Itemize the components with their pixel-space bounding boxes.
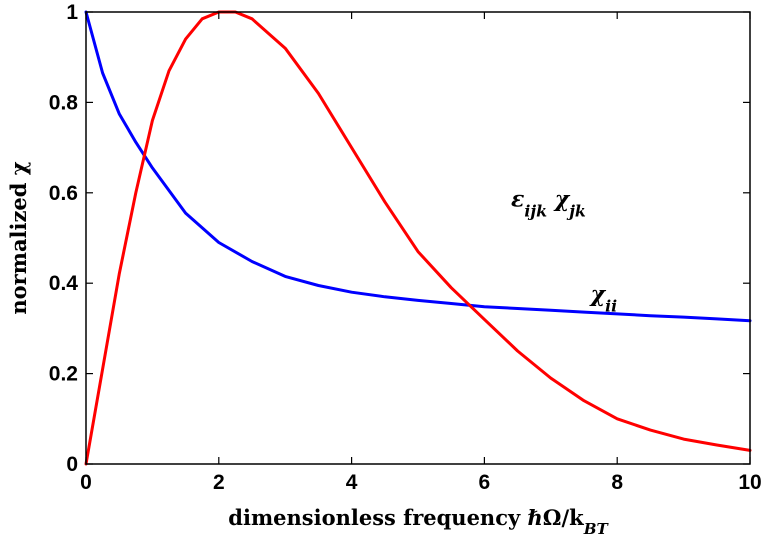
- y-tick-label: 0: [66, 453, 78, 476]
- series-line-1: [84, 10, 752, 466]
- x-tick-label: 8: [611, 471, 623, 494]
- plot-area: 0 2 4 6 8 10 0 0.2 0.4 0.6 0.8 1 εijk χjk χii: [49, 1, 762, 494]
- y-tick-label: 0.2: [49, 363, 78, 386]
- x-tick-label: 10: [738, 471, 761, 494]
- x-tick-label: 0: [80, 471, 92, 494]
- x-tick-label: 4: [346, 471, 358, 494]
- curve-annotation-1: χii: [589, 281, 618, 315]
- y-axis-label: normalized χ: [6, 161, 31, 314]
- y-tick-label: 1: [66, 1, 78, 24]
- x-axis-label: dimensionless frequency ℏΩ/kBT: [228, 505, 609, 536]
- y-tick-label: 0.8: [49, 91, 79, 114]
- x-tick-label: 2: [213, 471, 225, 494]
- annotations-layer: εijk χjk χii: [511, 186, 617, 314]
- ticks-layer: 0 2 4 6 8 10 0 0.2 0.4 0.6 0.8 1: [49, 1, 762, 494]
- x-tick-label: 6: [479, 471, 491, 494]
- series-line-0: [84, 10, 752, 323]
- y-tick-label: 0.6: [49, 182, 78, 205]
- curve-annotation-0: εijk χjk: [511, 186, 586, 220]
- y-tick-label: 0.4: [49, 272, 79, 295]
- plot-frame: [85, 11, 751, 465]
- series-layer: [84, 10, 752, 466]
